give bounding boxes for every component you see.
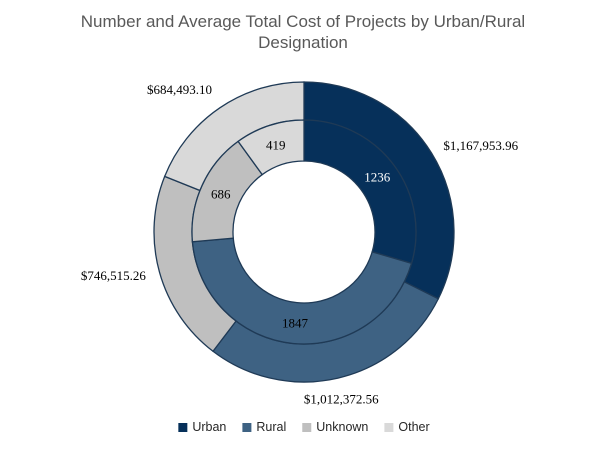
- legend-swatch-rural: [242, 423, 252, 432]
- legend-label-rural: Rural: [256, 420, 286, 434]
- inner-data-label-other: 419: [266, 137, 286, 152]
- inner-data-label-urban: 1236: [364, 170, 391, 185]
- inner-slice-other: [237, 119, 305, 176]
- chart-title-line-1: Number and Average Total Cost of Project…: [81, 12, 525, 31]
- inner-ring-labels: 1236 1847 686 419: [211, 137, 391, 330]
- inner-slice-rural: [191, 237, 413, 345]
- legend-item-urban: Urban: [178, 420, 226, 434]
- chart-title: Number and Average Total Cost of Project…: [81, 12, 525, 52]
- inner-ring: [191, 119, 417, 345]
- chart-title-line-2: Designation: [258, 33, 348, 52]
- legend-label-other: Other: [398, 420, 429, 434]
- legend-swatch-unknown: [302, 423, 312, 432]
- outer-ring: [153, 81, 455, 383]
- outer-ring-labels: $1,167,953.96 $1,012,372.56 $746,515.26 $68…: [81, 82, 519, 406]
- legend: Urban Rural Unknown Other: [178, 420, 430, 434]
- legend-swatch-urban: [178, 423, 188, 432]
- legend-label-unknown: Unknown: [316, 420, 368, 434]
- outer-data-label-other: $684,493.10: [147, 82, 212, 97]
- outer-data-label-rural: $1,012,372.56: [304, 392, 379, 407]
- inner-data-label-unknown: 686: [211, 187, 231, 202]
- legend-item-unknown: Unknown: [302, 420, 368, 434]
- outer-data-label-urban: $1,167,953.96: [443, 138, 518, 153]
- legend-item-other: Other: [384, 420, 430, 434]
- inner-slice-urban: [303, 119, 417, 265]
- inner-data-label-rural: 1847: [282, 316, 309, 331]
- legend-swatch-other: [384, 423, 394, 432]
- outer-data-label-unknown: $746,515.26: [81, 268, 147, 283]
- legend-label-urban: Urban: [192, 420, 226, 434]
- legend-item-rural: Rural: [242, 420, 286, 434]
